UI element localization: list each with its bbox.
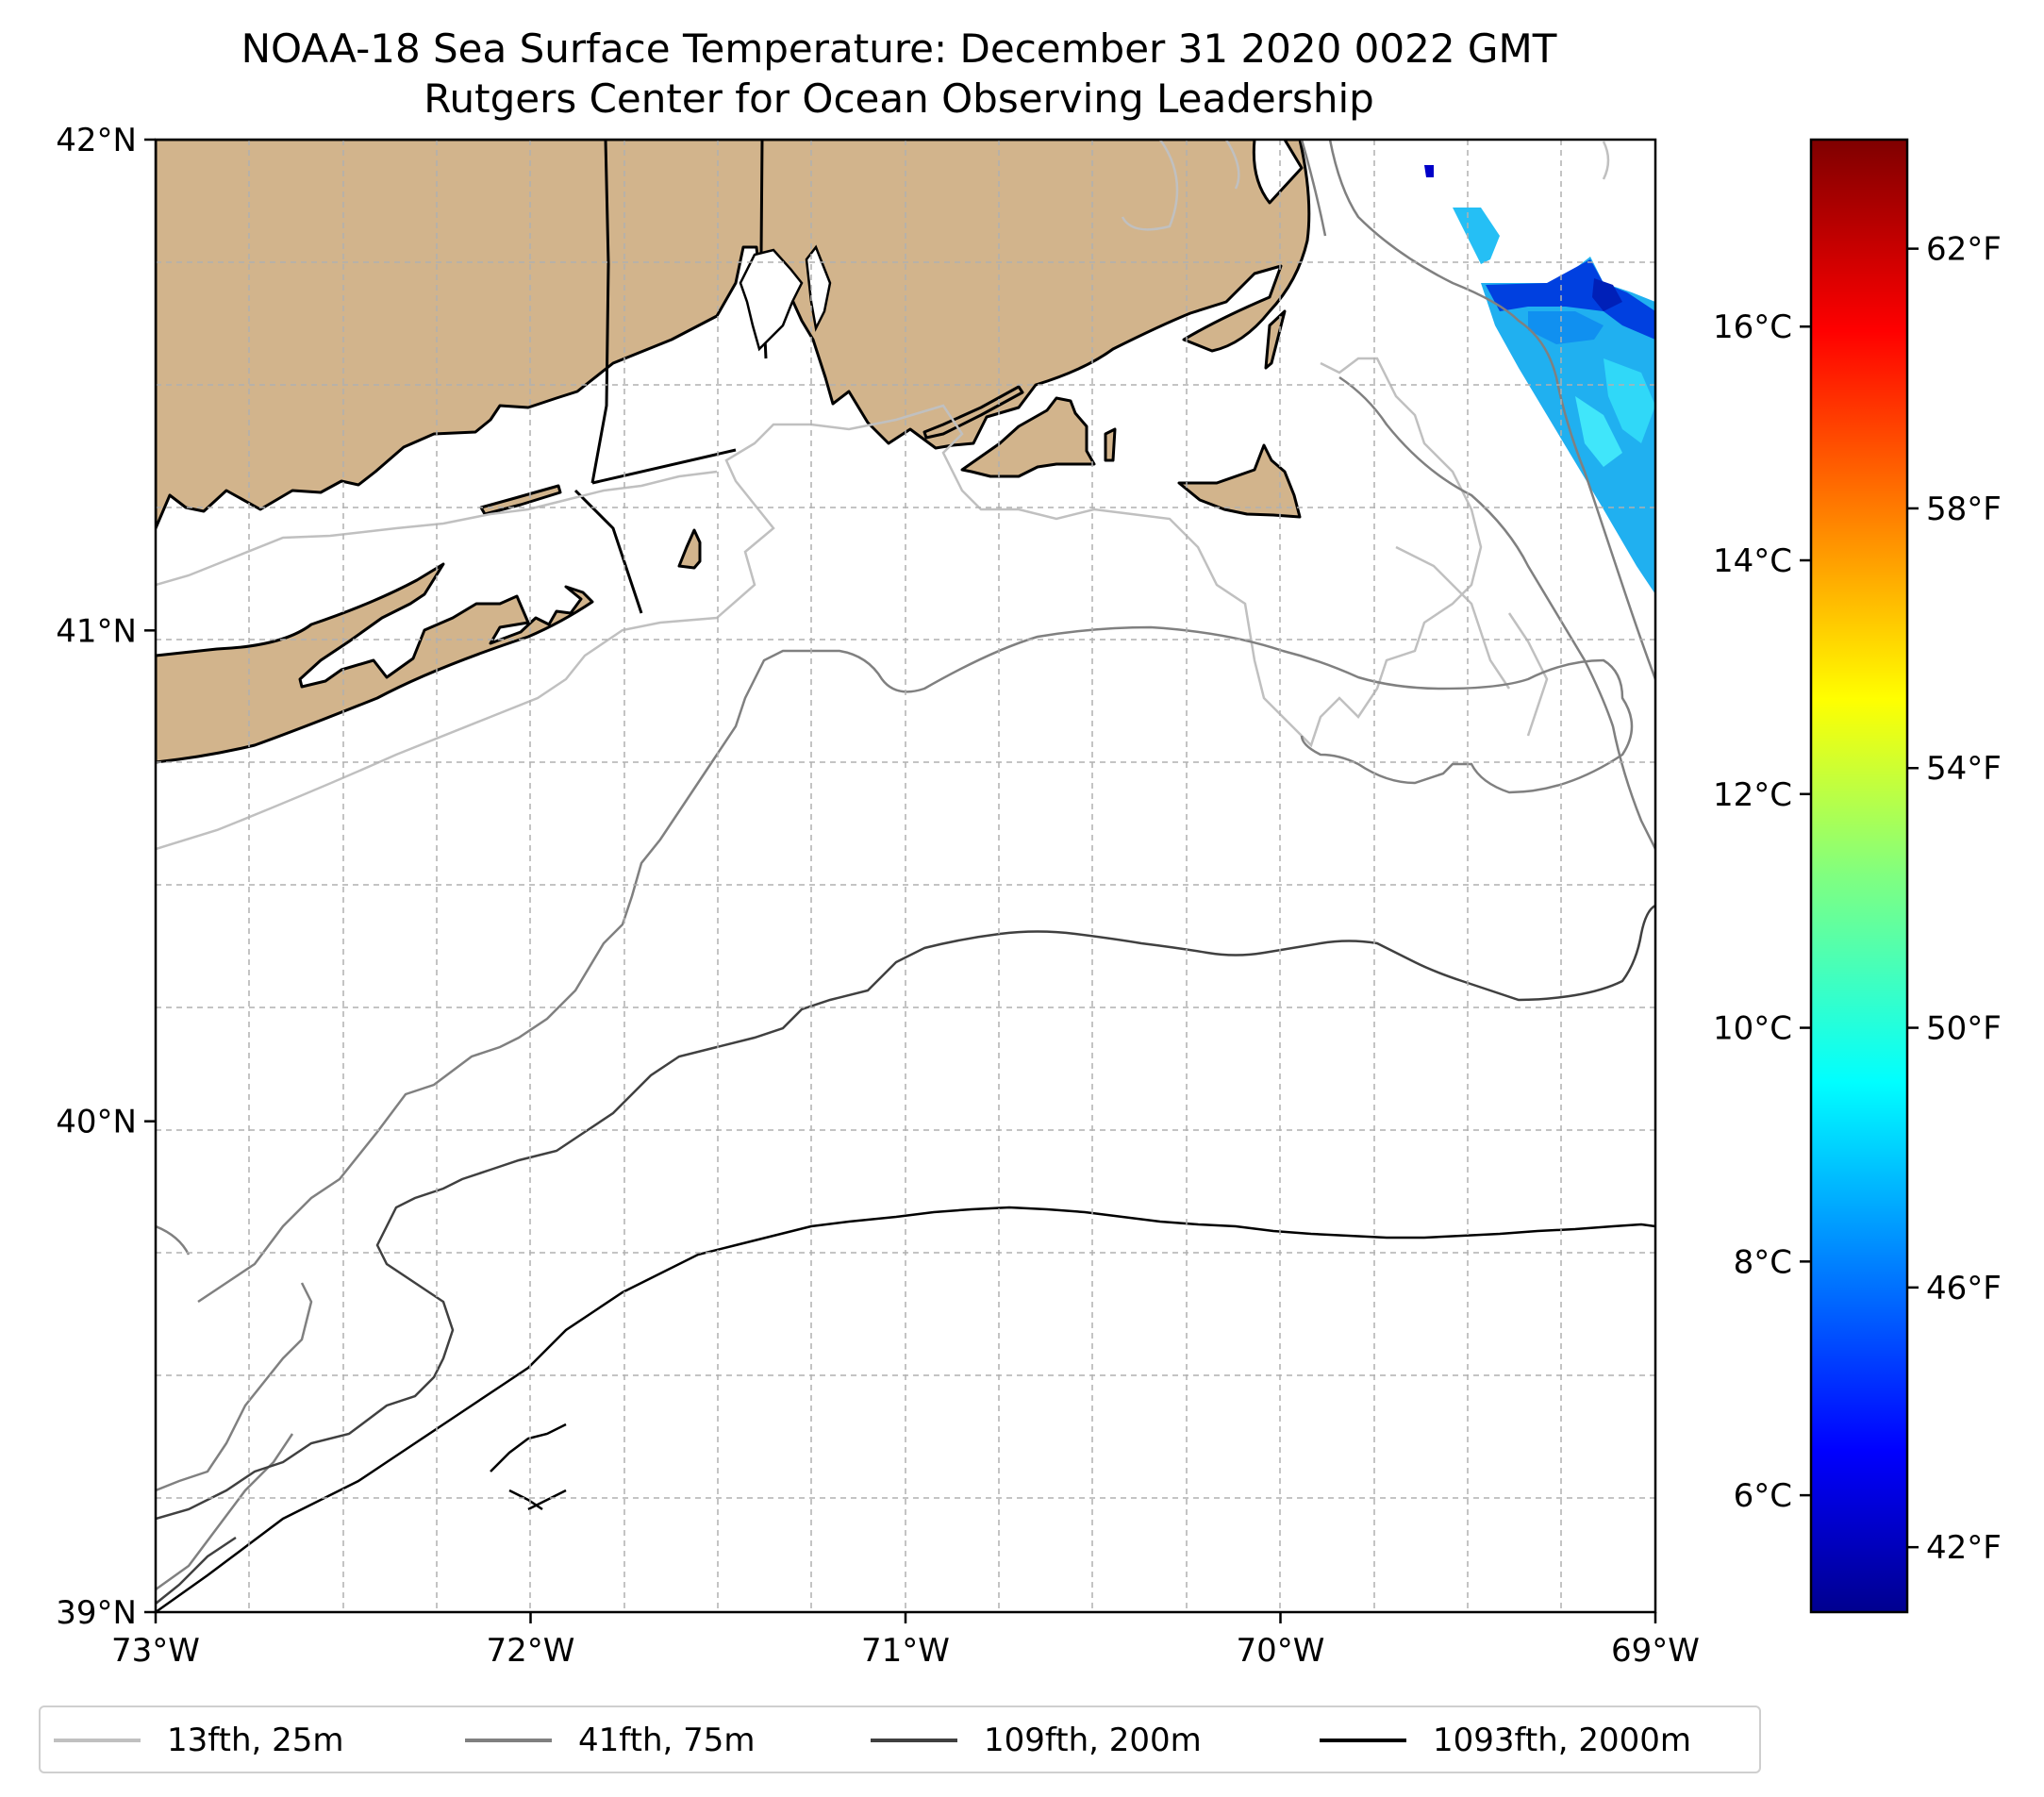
legend-label: 1093fth, 2000m [1433,1722,1692,1759]
chart-title: NOAA-18 Sea Surface Temperature: Decembe… [241,25,1557,72]
fahrenheit-tick-label: 46°F [1926,1270,2002,1307]
block-island [677,528,702,570]
legend-item: 41fth, 75m [465,1707,756,1773]
celsius-tick-label: 16°C [1713,308,1792,346]
legend-swatch [871,1739,957,1742]
contour-75m [156,140,1655,1591]
colorbar [1809,138,1909,1614]
chappaquiddick [1104,427,1117,462]
legend: 13fth, 25m 41fth, 75m 109fth, 200m 1093fth,… [39,1705,1761,1773]
contour-200m [156,904,1655,1605]
x-tick-label: 70°W [1237,1632,1325,1670]
nantucket [1177,443,1302,519]
celsius-tick-label: 6°C [1734,1477,1792,1515]
legend-label: 41fth, 75m [578,1722,756,1759]
fahrenheit-tick-label: 50°F [1926,1010,2002,1048]
celsius-tick-label: 12°C [1713,776,1792,814]
long-island [156,562,594,764]
y-tick-label: 40°N [56,1104,137,1141]
x-axis: 73°W 72°W 71°W 70°W 69°W [111,1612,1700,1670]
y-tick-label: 42°N [56,122,137,159]
celsius-tick-label: 14°C [1713,542,1792,580]
contour-25m [156,140,1610,851]
grid [156,140,1655,1612]
legend-item: 1093fth, 2000m [1320,1707,1691,1773]
y-axis: 42°N 41°N 40°N 39°N [56,122,156,1632]
legend-item: 109fth, 200m [871,1707,1202,1773]
land [156,140,1311,764]
x-tick-label: 69°W [1611,1632,1700,1670]
chart-subtitle: Rutgers Center for Ocean Observing Leade… [424,75,1374,122]
x-tick-label: 71°W [861,1632,950,1670]
fahrenheit-tick-label: 42°F [1926,1529,2002,1567]
elizabeth-islands [922,385,1024,440]
legend-item: 13fth, 25m [54,1707,344,1773]
colorbar-fahrenheit-axis: 42°F 46°F 50°F 54°F 58°F 62°F [1907,231,2002,1567]
x-tick-label: 72°W [487,1632,575,1670]
contour-2000m [156,1206,1655,1612]
y-tick-label: 39°N [56,1594,137,1632]
celsius-tick-label: 10°C [1713,1010,1792,1048]
legend-swatch [1320,1739,1406,1742]
fahrenheit-tick-label: 58°F [1926,491,2002,528]
mainland-ct-ri [156,140,1311,530]
celsius-tick-label: 8°C [1734,1243,1792,1281]
legend-swatch [54,1739,141,1742]
y-tick-label: 41°N [56,612,137,650]
legend-label: 109fth, 200m [984,1722,1202,1759]
martha-vineyard [960,396,1096,478]
colorbar-celsius-axis: 6°C 8°C 10°C 12°C 14°C 16°C [1713,308,1811,1515]
legend-swatch [465,1739,552,1742]
x-tick-label: 73°W [111,1632,200,1670]
fahrenheit-tick-label: 54°F [1926,750,2002,788]
fahrenheit-tick-label: 62°F [1926,231,2002,269]
legend-label: 13fth, 25m [167,1722,344,1759]
